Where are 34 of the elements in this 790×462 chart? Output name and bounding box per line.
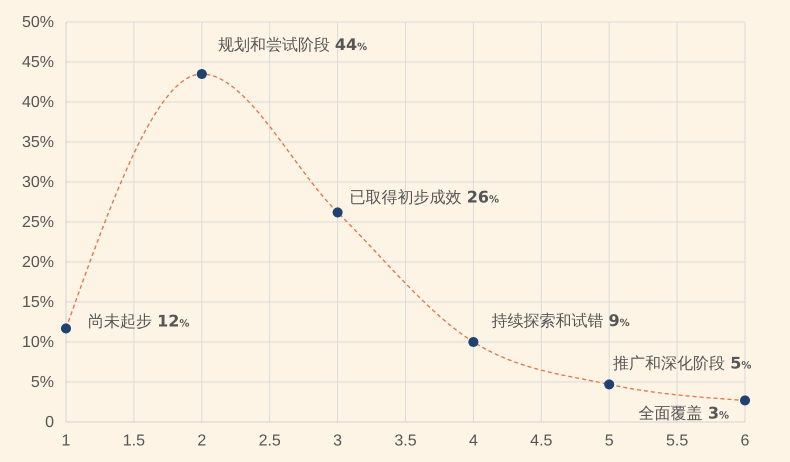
x-tick-label: 6 <box>740 432 750 450</box>
x-tick-label: 1 <box>62 432 71 450</box>
point <box>196 68 207 80</box>
annotation: 规划和尝试阶段 44% <box>218 35 368 54</box>
x-tick-label: 3 <box>333 432 342 450</box>
y-tick-label: 35% <box>22 134 54 152</box>
x-tick-label: 4.5 <box>530 432 553 450</box>
y-tick-label: 20% <box>22 254 54 272</box>
point <box>740 395 750 406</box>
y-tick-label: 10% <box>22 334 54 352</box>
y-tick-label: 50% <box>22 14 54 32</box>
x-tick-label: 5.5 <box>666 432 688 450</box>
y-tick-label: 0 <box>45 414 54 432</box>
y-tick-label: 40% <box>22 94 54 112</box>
annotation: 尚未起步 12% <box>88 311 190 330</box>
y-tick-label: 45% <box>22 54 54 72</box>
x-tick-label: 4 <box>468 432 478 450</box>
point <box>60 323 72 334</box>
x-tick-label: 2.5 <box>258 432 281 450</box>
annotation: 已取得初步成效 26% <box>350 187 499 206</box>
y-tick-label: 25% <box>22 214 54 232</box>
y-tick-label: 5% <box>30 374 54 392</box>
point <box>468 336 478 348</box>
point <box>604 379 614 390</box>
point <box>332 207 343 218</box>
x-tick-label: 1.5 <box>122 432 146 450</box>
annotation: 推广和深化阶段 5% <box>613 353 752 372</box>
x-tick-label: 3.5 <box>394 432 417 450</box>
x-tick-label: 2 <box>197 432 206 450</box>
y-tick-label: 30% <box>22 174 54 192</box>
x-tick-label: 5 <box>604 432 614 450</box>
y-tick-label: 15% <box>22 294 54 312</box>
annotation: 持续探索和试错 9% <box>491 311 630 330</box>
annotation: 全面覆盖 3% <box>638 403 729 422</box>
